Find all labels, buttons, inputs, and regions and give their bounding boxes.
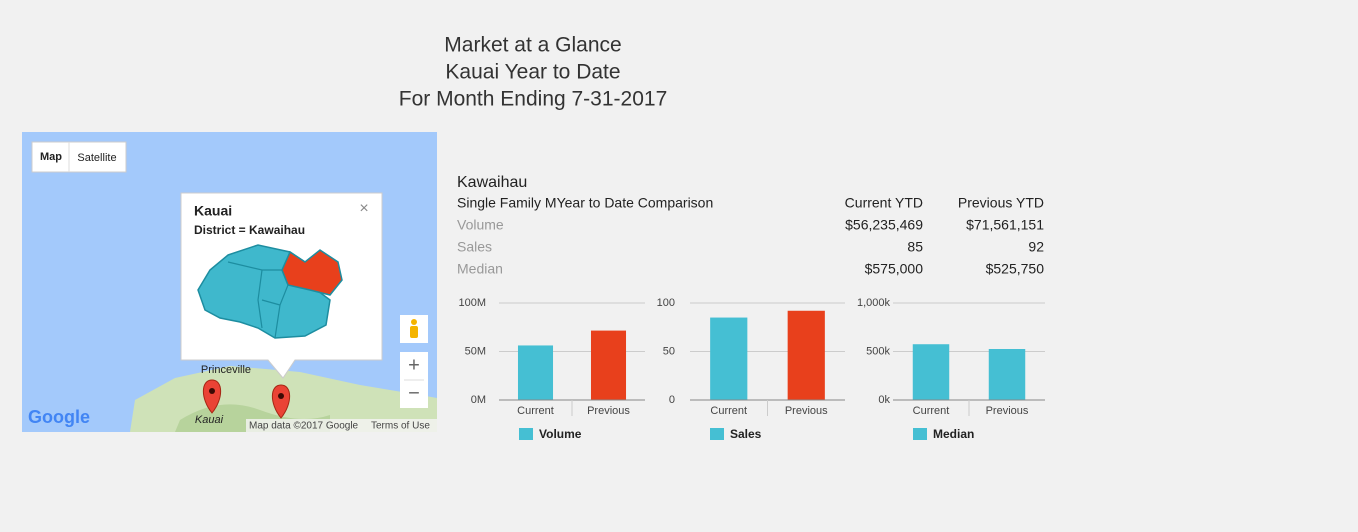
legend-label: Sales (730, 427, 762, 441)
x-tick-label: Previous (785, 405, 828, 417)
legend-swatch (913, 428, 927, 440)
pegman-head (411, 319, 417, 325)
bar (988, 349, 1026, 400)
title-line: Market at a Glance (444, 34, 621, 57)
x-tick-label: Current (710, 405, 747, 417)
row-label: Volume (457, 217, 504, 233)
row-label: Median (457, 261, 503, 277)
y-tick-label: 50 (663, 345, 675, 357)
y-tick-label: 0M (471, 394, 486, 406)
place-label: Kauai (195, 414, 224, 426)
bar (590, 330, 627, 400)
zoom-out[interactable]: − (408, 382, 420, 404)
legend-label: Volume (539, 427, 582, 441)
legend-swatch (710, 428, 724, 440)
y-tick-label: 100 (657, 297, 675, 309)
terms-link[interactable]: Terms of Use (371, 421, 430, 432)
column-header: Current YTD (845, 195, 923, 211)
cell: $575,000 (865, 261, 924, 277)
bar (517, 345, 554, 400)
column-header: Previous YTD (958, 195, 1044, 211)
marker[interactable] (271, 384, 291, 419)
y-tick-label: 0k (878, 394, 890, 406)
y-tick-label: 500k (866, 345, 890, 357)
marker-dot (209, 388, 215, 394)
marker-dot (278, 393, 284, 399)
google-logo: Google (28, 407, 90, 427)
cell: 85 (907, 239, 923, 255)
zoom-in[interactable]: + (408, 354, 420, 376)
attribution-bar (246, 419, 437, 432)
x-tick-label: Previous (587, 405, 630, 417)
map-type-control (31, 141, 127, 173)
pegman-body (410, 326, 418, 338)
title-line: Kauai Year to Date (445, 61, 620, 84)
table-title: Kawaihau (457, 174, 527, 191)
x-tick-label: Current (517, 405, 554, 417)
table-subtitle: Single Family MYear to Date Comparison (457, 195, 713, 211)
bar (912, 344, 950, 400)
cell: $525,750 (986, 261, 1045, 277)
title-line: For Month Ending 7-31-2017 (399, 88, 668, 111)
attribution: Map data ©2017 Google (249, 421, 359, 432)
popup-title: Kauai (194, 203, 232, 219)
bar (710, 317, 748, 400)
satellite-button[interactable]: Satellite (77, 152, 116, 164)
marker[interactable] (202, 379, 222, 414)
bar (787, 310, 825, 400)
y-tick-label: 100M (458, 297, 486, 309)
x-tick-label: Current (913, 405, 950, 417)
cell: $56,235,469 (845, 217, 923, 233)
y-tick-label: 0 (669, 394, 675, 406)
cell: $71,561,151 (966, 217, 1044, 233)
cell: 92 (1028, 239, 1044, 255)
legend-label: Median (933, 427, 974, 441)
close-button[interactable]: × (359, 200, 368, 217)
place-label: Princeville (201, 364, 251, 376)
district-borders (227, 261, 289, 339)
popup-text: District = Kawaihau (194, 223, 305, 237)
map[interactable]: Map Satellite Princeville Kauai Kauai Di… (22, 132, 437, 432)
legend-swatch (519, 428, 533, 440)
y-tick-label: 50M (465, 345, 486, 357)
map-button[interactable]: Map (40, 151, 62, 163)
y-tick-label: 1,000k (857, 297, 891, 309)
x-tick-label: Previous (986, 405, 1029, 417)
row-label: Sales (457, 239, 492, 255)
